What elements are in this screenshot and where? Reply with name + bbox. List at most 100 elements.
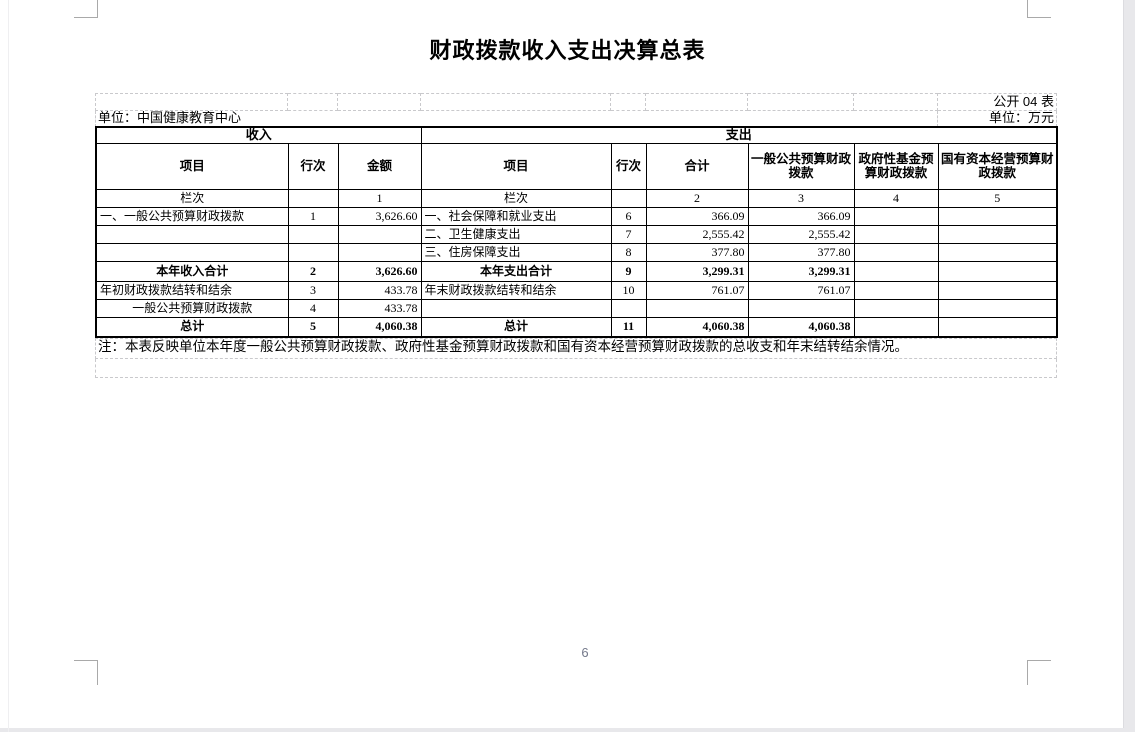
table-row-subtotal: 本年收入合计 2 3,626.60 本年支出合计 9 3,299.31 3,29…: [95, 260, 1058, 282]
table-cell: 10: [610, 280, 647, 300]
table-cell: [747, 298, 855, 318]
table-cell: 433.78: [337, 280, 422, 300]
table-cell: 4: [287, 298, 339, 318]
table-cell: 一般公共预算财政拨款: [95, 298, 289, 318]
column-header: 金额: [337, 142, 422, 190]
table-cell: [853, 206, 939, 226]
table-cell: 3,626.60: [337, 206, 422, 226]
column-header: 项目: [95, 142, 289, 190]
column-header: 国有资本经营预算财政拨款: [937, 142, 1058, 190]
table-cell: [937, 224, 1058, 244]
crop-mark-top-right: [1027, 0, 1051, 18]
table-cell: [610, 298, 647, 318]
table-cell: 1: [337, 188, 422, 208]
note-grid: 注：本表反映单位本年度一般公共预算财政拨款、政府性基金预算财政拨款和国有资本经营…: [95, 338, 1057, 378]
table-row: 注：本表反映单位本年度一般公共预算财政拨款、政府性基金预算财政拨款和国有资本经营…: [95, 338, 1057, 359]
column-header: 行次: [287, 142, 339, 190]
table-row: 栏次 1 栏次 2 3 4 5: [95, 188, 1058, 208]
table-cell: 3: [747, 188, 855, 208]
table-row: 二、卫生健康支出 7 2,555.42 2,555.42: [95, 224, 1058, 244]
table-cell: 年末财政拨款结转和结余: [420, 280, 612, 300]
meta-cell: [287, 93, 338, 111]
table-cell: 2: [645, 188, 749, 208]
meta-cell: [645, 93, 748, 111]
table-cell: [645, 298, 749, 318]
table-cell: 总计: [95, 316, 289, 338]
table-cell: 本年支出合计: [420, 260, 612, 282]
table-code-label: 公开 04 表: [937, 93, 1057, 111]
table-row: 公开 04 表: [95, 93, 1057, 111]
table-cell: 377.80: [645, 242, 749, 262]
column-header: 行次: [610, 142, 647, 190]
table-cell: 761.07: [645, 280, 749, 300]
section-header-row: 收入 支出: [95, 126, 1058, 144]
table-cell: [287, 242, 339, 262]
column-header-row: 项目 行次 金额 项目 行次 合计 一般公共预算财政拨款 政府性基金预算财政拨款…: [95, 142, 1058, 190]
page-edge-right: [1123, 0, 1135, 732]
crop-mark-bottom-right: [1027, 660, 1051, 685]
expenditure-section-header: 支出: [420, 126, 1058, 144]
table-cell: [853, 260, 939, 282]
table-cell: [937, 298, 1058, 318]
table-row: 一般公共预算财政拨款 4 433.78: [95, 298, 1058, 318]
empty-cell: [95, 358, 1057, 378]
meta-cell: [95, 93, 288, 111]
table-note: 注：本表反映单位本年度一般公共预算财政拨款、政府性基金预算财政拨款和国有资本经营…: [95, 338, 1057, 359]
table-cell: 本年收入合计: [95, 260, 289, 282]
table-cell: [937, 316, 1058, 338]
column-header: 政府性基金预算财政拨款: [853, 142, 939, 190]
table-cell: [287, 188, 339, 208]
table-cell: [853, 316, 939, 338]
table-cell: 5: [937, 188, 1058, 208]
table-cell: 3,626.60: [337, 260, 422, 282]
table-cell: 4: [853, 188, 939, 208]
meta-cell: [610, 93, 646, 111]
table-cell: [937, 242, 1058, 262]
table-cell: [337, 242, 422, 262]
table-cell: 4,060.38: [747, 316, 855, 338]
meta-cell: [853, 93, 938, 111]
table-cell: 1: [287, 206, 339, 226]
unit-label: 单位：万元: [937, 110, 1057, 127]
column-header: 一般公共预算财政拨款: [747, 142, 855, 190]
table-cell: 3: [287, 280, 339, 300]
table-cell: 366.09: [747, 206, 855, 226]
meta-cell: [420, 93, 611, 111]
table-cell: [287, 224, 339, 244]
table-cell: [853, 242, 939, 262]
meta-cell: [747, 93, 854, 111]
table-cell: 2,555.42: [645, 224, 749, 244]
table-row: 年初财政拨款结转和结余 3 433.78 年末财政拨款结转和结余 10 761.…: [95, 280, 1058, 300]
crop-mark-bottom-left: [74, 660, 98, 685]
table-cell: 栏次: [420, 188, 612, 208]
table-row: 一、一般公共预算财政拨款 1 3,626.60 一、社会保障和就业支出 6 36…: [95, 206, 1058, 226]
table-cell: 377.80: [747, 242, 855, 262]
table-cell: [95, 242, 289, 262]
table-cell: 366.09: [645, 206, 749, 226]
table-cell: 三、住房保障支出: [420, 242, 612, 262]
table-cell: 3,299.31: [645, 260, 749, 282]
page-edge-left: [8, 0, 9, 732]
table-row-total: 总计 5 4,060.38 总计 11 4,060.38 4,060.38: [95, 316, 1058, 338]
table-cell: 761.07: [747, 280, 855, 300]
table-cell: 一、社会保障和就业支出: [420, 206, 612, 226]
table-cell: 5: [287, 316, 339, 338]
table-row: 单位：中国健康教育中心 单位：万元: [95, 110, 1057, 127]
table-cell: 433.78: [337, 298, 422, 318]
table-cell: 年初财政拨款结转和结余: [95, 280, 289, 300]
table-cell: 7: [610, 224, 647, 244]
table-cell: [853, 298, 939, 318]
page-number: 6: [581, 645, 589, 660]
table-cell: 4,060.38: [337, 316, 422, 338]
table-cell: 2,555.42: [747, 224, 855, 244]
table-cell: [95, 224, 289, 244]
table-cell: 8: [610, 242, 647, 262]
table-cell: 3,299.31: [747, 260, 855, 282]
column-header: 项目: [420, 142, 612, 190]
column-header: 合计: [645, 142, 749, 190]
meta-cell: [337, 93, 421, 111]
table-cell: 6: [610, 206, 647, 226]
page-edge-bottom: [0, 728, 1135, 732]
crop-mark-top-left: [74, 0, 98, 18]
